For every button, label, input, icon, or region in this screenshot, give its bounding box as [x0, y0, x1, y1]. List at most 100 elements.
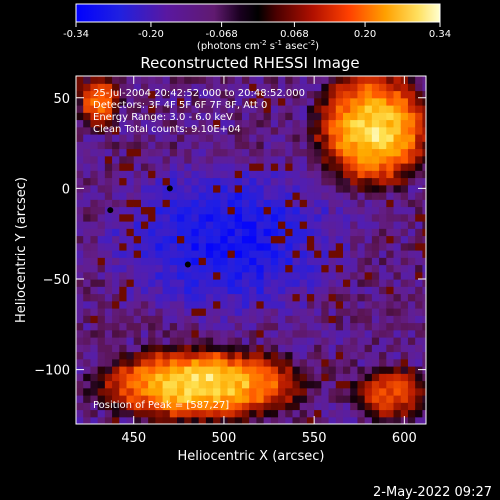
heatmap-cell — [220, 228, 229, 237]
heatmap-cell — [162, 337, 171, 345]
heatmap-cell — [169, 344, 178, 353]
heatmap-cell — [407, 105, 416, 113]
heatmap-cell — [76, 358, 84, 367]
heatmap-cell — [119, 235, 128, 244]
heatmap-cell — [292, 242, 301, 251]
heatmap-cell — [241, 315, 250, 324]
heatmap-cell — [386, 148, 395, 157]
heatmap-cell — [393, 126, 402, 135]
heatmap-cell — [184, 322, 193, 331]
heatmap-cell — [104, 293, 113, 302]
heatmap-area — [75, 75, 427, 425]
heatmap-cell — [169, 199, 178, 208]
heatmap-cell — [76, 264, 84, 273]
heatmap-cell — [104, 148, 113, 157]
heatmap-cell — [169, 155, 178, 164]
heatmap-cell — [191, 380, 200, 389]
heatmap-cell — [270, 300, 279, 309]
heatmap-cell — [379, 286, 387, 295]
heatmap-cell — [285, 76, 294, 84]
heatmap-cell — [256, 395, 265, 403]
heatmap-cell — [155, 387, 164, 396]
heatmap-cell — [169, 308, 178, 316]
heatmap-cell — [148, 279, 156, 287]
heatmap-cell — [393, 221, 402, 229]
heatmap-cell — [148, 163, 156, 171]
heatmap-cell — [148, 300, 156, 309]
heatmap-cell — [263, 105, 272, 113]
heatmap-cell — [357, 213, 366, 222]
heatmap-cell — [119, 402, 128, 411]
heatmap-cell — [400, 148, 409, 157]
heatmap-cell — [415, 293, 423, 302]
heatmap-cell — [83, 387, 92, 396]
heatmap-cell — [350, 380, 359, 389]
heatmap-cell — [407, 308, 416, 316]
heatmap-cell — [133, 83, 142, 92]
heatmap-cell — [415, 344, 423, 353]
heatmap-cell — [119, 206, 128, 215]
heatmap-cell — [335, 221, 344, 229]
heatmap-cell — [249, 235, 258, 244]
heatmap-cell — [328, 83, 337, 92]
heatmap-cell — [379, 177, 387, 186]
heatmap-cell — [386, 337, 395, 345]
heatmap-cell — [278, 308, 286, 316]
heatmap-cell — [162, 192, 171, 200]
heatmap-cell — [119, 76, 128, 84]
heatmap-cell — [119, 148, 128, 157]
heatmap-cell — [97, 163, 106, 171]
heatmap-cell — [400, 213, 409, 222]
heatmap-cell — [112, 264, 120, 273]
heatmap-cell — [148, 402, 156, 411]
heatmap-cell — [379, 409, 387, 418]
heatmap-cell — [162, 271, 171, 280]
heatmap-cell — [314, 257, 322, 266]
heatmap-cell — [205, 293, 214, 302]
heatmap-cell — [198, 76, 207, 84]
heatmap-cell — [205, 380, 214, 389]
heatmap-cell — [314, 119, 322, 128]
heatmap-cell — [169, 83, 178, 92]
heatmap-cell — [234, 90, 243, 99]
heatmap-cell — [415, 242, 423, 251]
heatmap-cell — [241, 206, 250, 215]
heatmap-cell — [422, 97, 426, 106]
heatmap-cell — [371, 308, 380, 316]
heatmap-cell — [292, 105, 301, 113]
heatmap-cell — [112, 337, 120, 345]
colorbar-tick-label: -0.068 — [205, 29, 237, 40]
heatmap-cell — [357, 300, 366, 309]
heatmap-cell — [104, 177, 113, 186]
heatmap-cell — [379, 293, 387, 302]
heatmap-cell — [191, 351, 200, 360]
heatmap-cell — [270, 293, 279, 302]
heatmap-cell — [321, 228, 330, 237]
heatmap-cell — [256, 286, 265, 295]
heatmap-cell — [249, 206, 258, 215]
heatmap-cell — [422, 126, 426, 135]
heatmap-cell — [270, 387, 279, 396]
heatmap-cell — [393, 387, 402, 396]
heatmap-cell — [364, 119, 373, 128]
heatmap-cell — [241, 119, 250, 128]
heatmap-cell — [227, 286, 236, 295]
heatmap-cell — [256, 90, 265, 99]
heatmap-cell — [133, 373, 142, 382]
heatmap-cell — [343, 97, 351, 106]
heatmap-cell — [177, 148, 185, 157]
heatmap-cell — [263, 337, 272, 345]
heatmap-cell — [213, 257, 221, 266]
heatmap-cell — [241, 184, 250, 193]
heatmap-cell — [285, 112, 294, 121]
heatmap-cell — [335, 373, 344, 382]
heatmap-cell — [213, 416, 221, 424]
heatmap-cell — [400, 163, 409, 171]
heatmap-cell — [263, 141, 272, 150]
heatmap-cell — [321, 279, 330, 287]
heatmap-cell — [364, 155, 373, 164]
heatmap-cell — [241, 264, 250, 273]
heatmap-cell — [321, 192, 330, 200]
heatmap-cell — [162, 97, 171, 106]
heatmap-cell — [343, 242, 351, 251]
